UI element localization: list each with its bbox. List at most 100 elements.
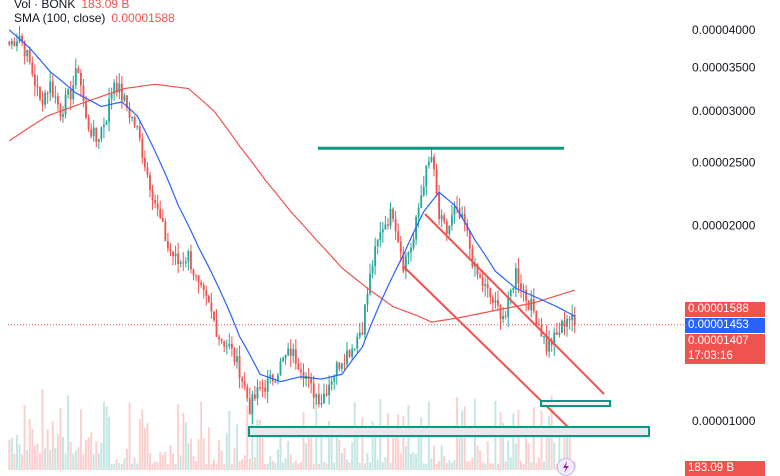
volume-bar — [59, 408, 62, 470]
volume-bar — [371, 420, 374, 470]
candle-body — [172, 251, 174, 257]
candle-body — [284, 355, 287, 359]
candle-body — [67, 89, 70, 95]
candle-body — [430, 156, 433, 162]
candle-body — [438, 193, 441, 220]
candle-body — [340, 363, 343, 369]
candle-body — [51, 81, 54, 97]
candle-body — [133, 117, 136, 127]
volume-bar — [415, 454, 418, 470]
candle-body — [246, 386, 249, 399]
candle-body — [351, 348, 354, 357]
volume-bar — [568, 427, 571, 470]
volume-bar — [433, 445, 435, 470]
candle-body — [105, 121, 108, 125]
candle-body — [338, 362, 341, 369]
volume-bar — [537, 457, 540, 470]
volume-bar — [62, 436, 64, 470]
indicator-lines — [8, 29, 685, 383]
candle-body — [166, 241, 169, 249]
candle-body — [74, 68, 77, 86]
volume-bar — [100, 442, 103, 470]
candle-body — [294, 349, 297, 364]
candle-body — [410, 247, 412, 253]
volume-bar — [210, 463, 213, 470]
legend-sma: SMA (100, close) 0.00001588 — [14, 11, 175, 25]
candle-body — [90, 129, 93, 137]
candle-body — [333, 375, 336, 382]
volume-bar — [517, 409, 520, 470]
candle-body — [82, 85, 85, 102]
candle-body — [407, 252, 410, 256]
volume-bar — [195, 461, 198, 470]
candle-body — [69, 89, 72, 100]
candle-body — [87, 117, 90, 130]
volume-bar — [118, 463, 121, 470]
volume-bar — [507, 440, 510, 470]
candle-body — [404, 255, 407, 272]
volume-bar — [297, 463, 300, 470]
volume-bar — [499, 412, 502, 470]
volume-bar — [484, 463, 487, 470]
tradingview-logo-icon[interactable] — [557, 458, 575, 476]
volume-bar — [356, 436, 359, 470]
volume-bar — [374, 432, 377, 470]
volume-bar — [333, 462, 336, 470]
candle-body — [146, 167, 149, 175]
volume-bar — [212, 459, 215, 470]
candle-body — [553, 332, 556, 345]
volume-bar — [82, 453, 85, 470]
candle-body — [512, 287, 515, 291]
volume-bar — [458, 430, 461, 470]
volume-bar — [532, 407, 535, 470]
candle-body — [131, 117, 134, 119]
volume-bar — [131, 463, 134, 470]
candle-body — [443, 215, 446, 222]
candle-body — [213, 311, 215, 321]
volume-bar — [44, 448, 47, 470]
volume-bar — [21, 453, 24, 470]
volume-bar — [174, 463, 177, 470]
volume-bar — [363, 463, 366, 470]
volume-bar — [348, 462, 351, 470]
candlesticks — [8, 25, 576, 424]
candle-body — [555, 332, 558, 335]
volume-bar — [151, 463, 154, 470]
volume-bar — [202, 438, 205, 470]
candle-body — [225, 346, 228, 348]
candle-body — [369, 273, 371, 294]
last-price-value: 0.00001407 — [688, 335, 749, 347]
candle-body — [31, 62, 34, 75]
volume-bar — [49, 449, 52, 470]
candle-body — [471, 248, 474, 267]
volume-bar — [535, 462, 538, 470]
volume-bar — [271, 460, 274, 470]
candle-body — [8, 41, 11, 45]
candle-body — [514, 268, 517, 288]
volume-bar — [417, 428, 420, 470]
candle-body — [259, 387, 261, 389]
volume-bar — [182, 412, 185, 470]
candle-body — [343, 363, 346, 365]
volume-bar — [520, 461, 522, 470]
candle-body — [118, 83, 121, 93]
legend-volume-label: Vol · BONK — [14, 0, 76, 11]
volume-bar — [110, 463, 113, 470]
volume-bar — [543, 461, 545, 470]
volume-bar — [558, 426, 561, 470]
volume-bar — [159, 451, 162, 470]
candle-body — [54, 96, 57, 98]
candle-body — [192, 269, 195, 276]
volume-bar — [77, 446, 80, 470]
candle-body — [159, 208, 162, 218]
candle-body — [215, 320, 218, 337]
volume-bar — [384, 457, 387, 470]
volume-bar — [102, 401, 105, 470]
volume-bar — [10, 438, 13, 470]
volume-bar — [274, 462, 277, 470]
volume-bar — [312, 463, 315, 470]
candle-body — [138, 126, 141, 139]
volume-bar — [527, 443, 530, 470]
candle-body — [330, 381, 333, 385]
